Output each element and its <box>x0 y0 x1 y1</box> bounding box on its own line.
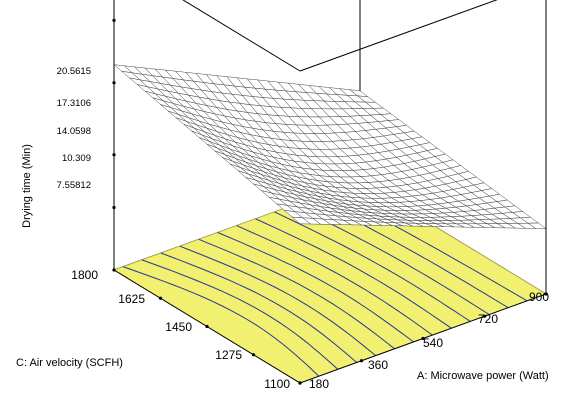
y-axis-label: C: Air velocity (SCFH) <box>16 357 123 369</box>
y-tick-label: 1100 <box>264 377 290 391</box>
x-tick-mark <box>421 336 425 341</box>
contour-line <box>160 252 358 363</box>
z-tick-mark <box>112 205 116 210</box>
contour-line <box>255 218 452 329</box>
y-tick-mark <box>158 296 163 300</box>
contour-line <box>236 225 433 336</box>
response-surface <box>113 64 547 230</box>
surface-cell <box>291 216 311 225</box>
z-tick-label: 14.0598 <box>57 126 91 137</box>
y-tick-mark <box>205 324 209 329</box>
contour-line <box>198 238 395 350</box>
z-tick-label: 10.309 <box>62 153 91 164</box>
y-tick-label: 1275 <box>215 348 242 362</box>
y-tick-label: 1625 <box>118 292 145 306</box>
y-tick-mark <box>298 381 302 385</box>
z-axis-label: Drying time (Min) <box>21 144 33 228</box>
z-tick-mark <box>112 18 116 22</box>
z-tick-mark <box>112 81 116 85</box>
y-tick-label: 1450 <box>165 320 192 334</box>
x-tick-label: 900 <box>529 290 549 304</box>
x-tick-mark <box>544 292 548 296</box>
contour-line <box>217 232 414 343</box>
z-tick-mark <box>112 153 116 157</box>
x-tick-label: 540 <box>423 336 443 350</box>
box-edge <box>182 0 301 72</box>
x-tick-mark <box>482 314 487 318</box>
contour-line <box>122 266 320 377</box>
y-tick-mark <box>112 268 116 272</box>
plot-box-front <box>112 0 548 385</box>
y-tick-mark <box>251 353 256 357</box>
x-tick-label: 360 <box>368 358 388 372</box>
y-tick-label: 1800 <box>71 268 98 282</box>
z-tick-label: 7.55812 <box>57 180 91 191</box>
z-tick-label: 17.3106 <box>57 98 91 109</box>
contour-line <box>179 245 377 356</box>
x-axis-label: A: Microwave power (Watt) <box>417 370 549 382</box>
box-edge <box>299 0 498 72</box>
x-tick-label: 720 <box>478 312 498 326</box>
contour-line <box>274 211 471 322</box>
contour-line <box>141 259 339 370</box>
x-tick-mark <box>359 359 364 363</box>
x-tick-label: 180 <box>309 377 329 391</box>
z-tick-label: 20.5615 <box>57 66 91 77</box>
